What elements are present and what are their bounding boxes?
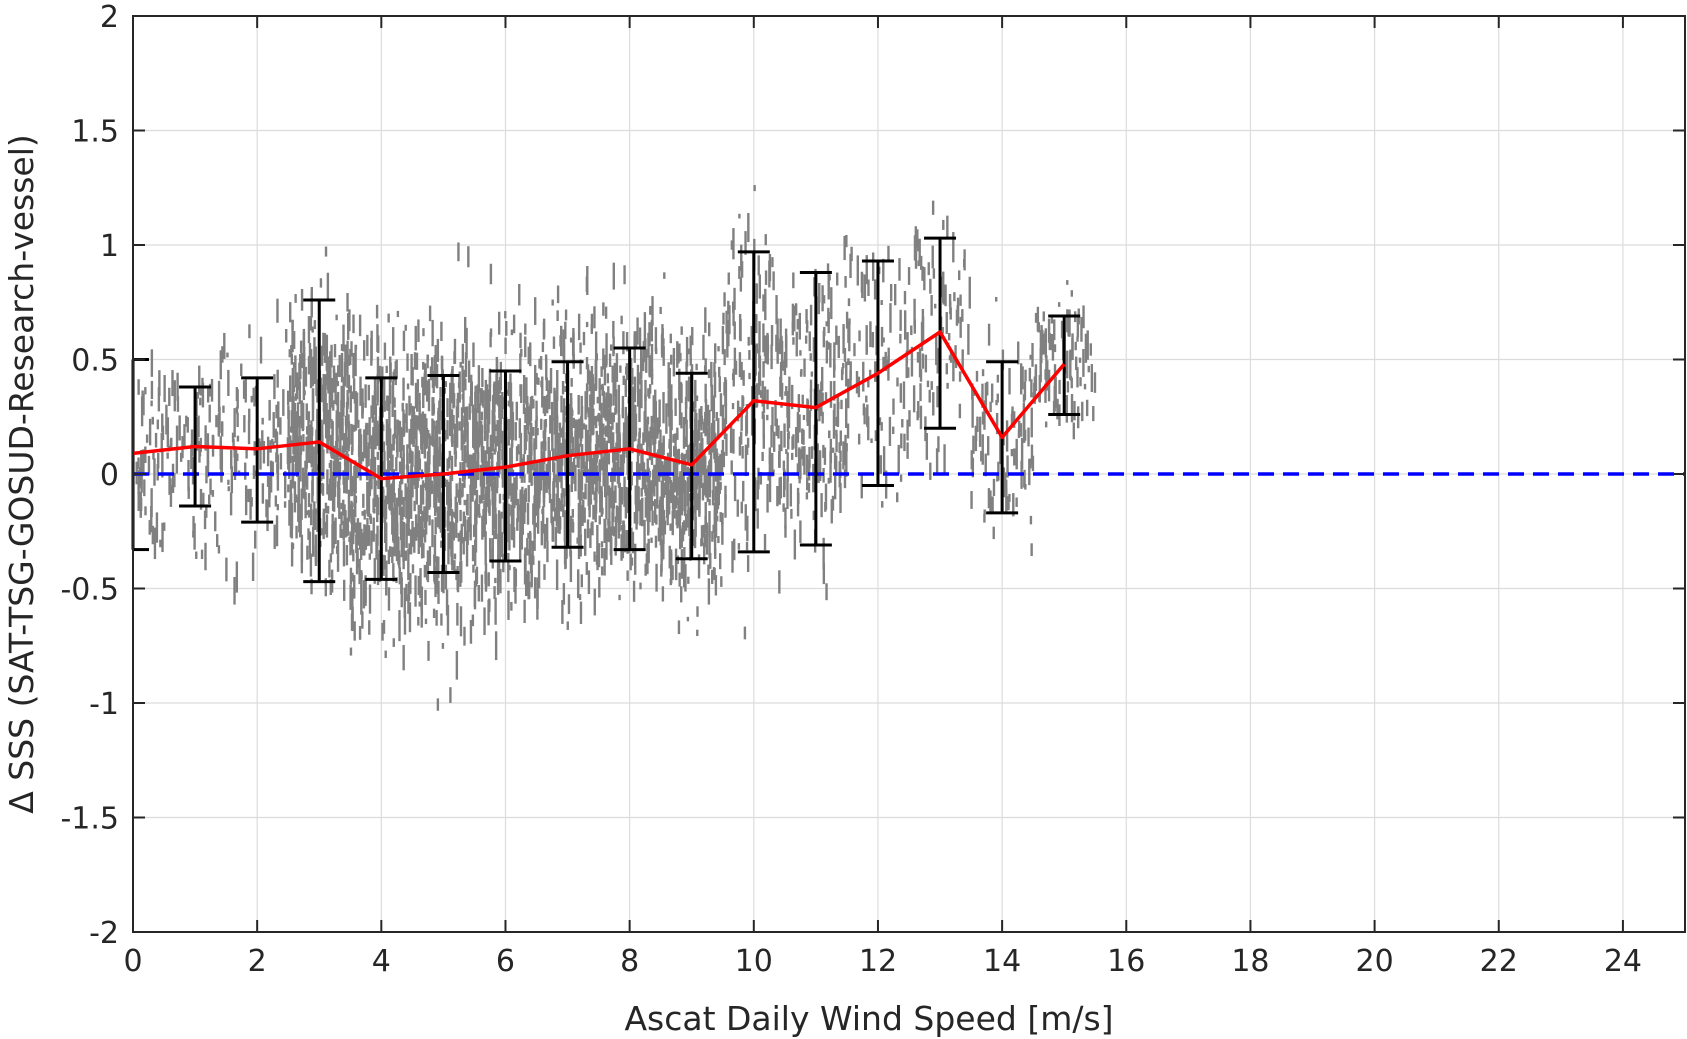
y-tick-label: -1.5 bbox=[60, 802, 119, 837]
x-tick-label: 2 bbox=[248, 944, 267, 979]
mean-line-layer bbox=[132, 330, 1066, 481]
x-tick-label: 6 bbox=[496, 944, 515, 979]
x-tick-label: 16 bbox=[1107, 944, 1145, 979]
y-tick-label: -2 bbox=[89, 916, 119, 951]
y-tick-label: 0.5 bbox=[71, 344, 119, 379]
y-tick-label: 1.5 bbox=[71, 115, 119, 150]
y-tick-label: -1 bbox=[89, 687, 119, 722]
x-tick-label: 18 bbox=[1231, 944, 1269, 979]
x-tick-label: 24 bbox=[1604, 944, 1642, 979]
x-tick-label: 4 bbox=[372, 944, 391, 979]
x-tick-label: 0 bbox=[123, 944, 142, 979]
y-tick-label: 0 bbox=[100, 458, 119, 493]
x-tick-label: 8 bbox=[620, 944, 639, 979]
x-tick-labels: 0 2 4 6 8 10 12 14 16 18 20 22 24 bbox=[123, 944, 1642, 979]
axes bbox=[132, 15, 1686, 933]
x-tick-label: 20 bbox=[1356, 944, 1394, 979]
x-axis-label: Ascat Daily Wind Speed [m/s] bbox=[624, 999, 1113, 1038]
x-tick-label: 22 bbox=[1480, 944, 1518, 979]
y-tick-label: 1 bbox=[100, 229, 119, 264]
x-tick-label: 12 bbox=[859, 944, 897, 979]
x-tick-label: 10 bbox=[735, 944, 773, 979]
y-axis-label: Δ SSS (SAT-TSG-GOSUD-Research-vessel) bbox=[2, 134, 41, 814]
y-tick-label: -0.5 bbox=[60, 573, 119, 608]
x-tick-label: 14 bbox=[983, 944, 1021, 979]
mean-line bbox=[132, 330, 1066, 481]
y-tick-labels: 2 1.5 1 0.5 0 -0.5 -1 -1.5 -2 bbox=[60, 0, 119, 951]
y-tick-label: 2 bbox=[100, 0, 119, 35]
